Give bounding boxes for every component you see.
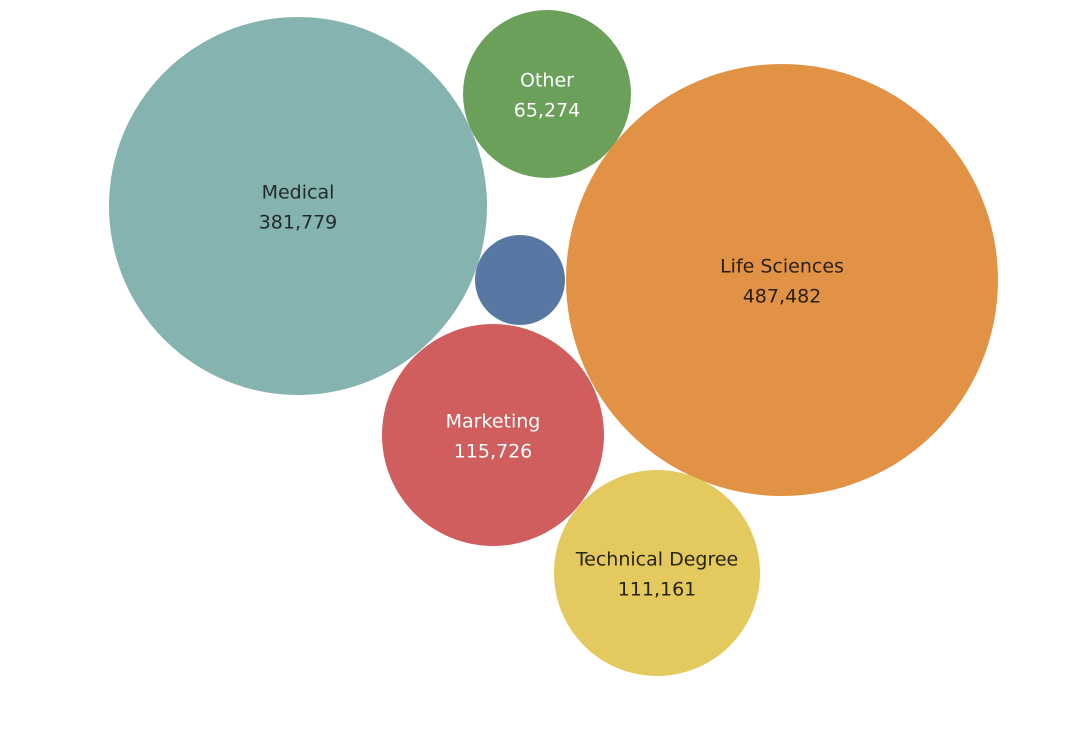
bubble-value-label: 111,161	[618, 579, 697, 601]
bubble-circle-marketing[interactable]	[382, 324, 604, 546]
bubble-life-sciences[interactable]: Life Sciences 487,482	[566, 64, 998, 496]
bubble-other[interactable]: Other 65,274	[463, 10, 631, 178]
bubble-marketing[interactable]: Marketing 115,726	[382, 324, 604, 546]
bubble-technical-degree[interactable]: Technical Degree 111,161	[554, 470, 760, 676]
bubble-category-label: Medical	[262, 182, 335, 204]
bubble-value-label: 65,274	[514, 100, 580, 122]
bubble-category-label: Life Sciences	[720, 256, 844, 278]
bubble-category-label: Technical Degree	[575, 549, 738, 571]
bubble-value-label: 115,726	[454, 441, 533, 463]
bubble-circle-other[interactable]	[463, 10, 631, 178]
bubble-circle-medical[interactable]	[109, 17, 487, 395]
bubble-category-label: Marketing	[446, 411, 541, 433]
bubble-value-label: 381,779	[259, 212, 338, 234]
bubble-unlabeled[interactable]	[475, 235, 565, 325]
bubble-circle-unlabeled[interactable]	[475, 235, 565, 325]
bubble-value-label: 487,482	[743, 286, 822, 308]
bubble-circle-life-sciences[interactable]	[566, 64, 998, 496]
bubble-circle-technical-degree[interactable]	[554, 470, 760, 676]
bubble-category-label: Other	[520, 70, 574, 92]
bubble-medical[interactable]: Medical 381,779	[109, 17, 487, 395]
